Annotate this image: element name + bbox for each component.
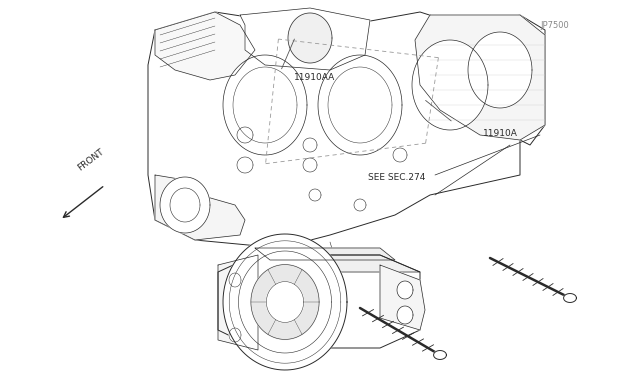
Polygon shape (303, 158, 317, 172)
Polygon shape (237, 127, 253, 143)
Polygon shape (223, 234, 347, 370)
Polygon shape (288, 13, 332, 63)
Polygon shape (255, 255, 420, 272)
Polygon shape (468, 32, 532, 108)
Polygon shape (237, 157, 253, 173)
Text: FRONT: FRONT (76, 147, 106, 173)
Polygon shape (160, 177, 210, 233)
Polygon shape (155, 175, 245, 240)
Polygon shape (393, 148, 407, 162)
Polygon shape (218, 255, 258, 350)
Polygon shape (415, 15, 545, 140)
Polygon shape (218, 255, 420, 348)
Polygon shape (266, 282, 303, 323)
Polygon shape (564, 294, 577, 302)
Polygon shape (229, 273, 241, 287)
Text: 11910A: 11910A (483, 129, 518, 138)
Text: 11910AA: 11910AA (294, 73, 335, 82)
Text: SEE SEC.274: SEE SEC.274 (368, 173, 426, 182)
Polygon shape (155, 12, 255, 80)
Polygon shape (397, 281, 413, 299)
Polygon shape (229, 328, 241, 342)
Polygon shape (412, 40, 488, 130)
Polygon shape (380, 265, 425, 330)
Polygon shape (148, 10, 545, 248)
Polygon shape (354, 199, 366, 211)
Polygon shape (240, 8, 370, 70)
Polygon shape (303, 138, 317, 152)
Text: JP7500: JP7500 (541, 21, 570, 30)
Polygon shape (251, 264, 319, 339)
Polygon shape (434, 350, 447, 359)
Polygon shape (318, 55, 402, 155)
Polygon shape (223, 55, 307, 155)
Polygon shape (397, 306, 413, 324)
Polygon shape (309, 189, 321, 201)
Polygon shape (255, 248, 395, 260)
